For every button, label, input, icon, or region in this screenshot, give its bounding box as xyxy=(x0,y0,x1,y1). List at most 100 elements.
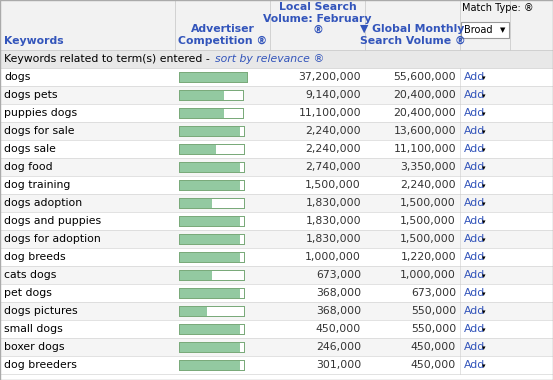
Text: ▾: ▾ xyxy=(482,309,486,315)
Bar xyxy=(179,71,247,82)
Text: 55,600,000: 55,600,000 xyxy=(393,72,456,82)
Bar xyxy=(0,212,553,230)
Text: 673,000: 673,000 xyxy=(316,270,361,280)
Text: ▾: ▾ xyxy=(482,219,486,225)
Text: Add: Add xyxy=(464,306,485,316)
Text: Add: Add xyxy=(464,126,485,136)
Bar xyxy=(179,342,240,352)
Bar xyxy=(461,22,509,38)
Text: 673,000: 673,000 xyxy=(411,288,456,298)
Bar xyxy=(179,215,244,226)
Text: dogs adoption: dogs adoption xyxy=(4,198,82,208)
Text: 1,000,000: 1,000,000 xyxy=(305,252,361,262)
Text: ▾: ▾ xyxy=(482,129,486,135)
Text: dogs sale: dogs sale xyxy=(4,144,56,154)
Bar xyxy=(179,324,240,334)
Bar xyxy=(179,108,243,119)
Bar xyxy=(179,269,244,280)
Bar xyxy=(0,158,553,176)
Bar xyxy=(0,68,553,86)
Text: dogs pictures: dogs pictures xyxy=(4,306,77,316)
Bar xyxy=(179,144,216,154)
Bar xyxy=(179,288,240,298)
Text: 301,000: 301,000 xyxy=(316,360,361,370)
Text: Add: Add xyxy=(464,216,485,226)
Bar xyxy=(0,338,553,356)
Bar xyxy=(0,0,553,50)
Bar xyxy=(179,359,240,370)
Text: ▾: ▾ xyxy=(482,111,486,117)
Bar xyxy=(179,215,240,226)
Bar xyxy=(179,126,244,136)
Text: dog food: dog food xyxy=(4,162,53,172)
Bar xyxy=(0,104,553,122)
Text: sort by relevance: sort by relevance xyxy=(215,54,310,64)
Text: ▾: ▾ xyxy=(482,345,486,351)
Text: Add: Add xyxy=(464,270,485,280)
Bar xyxy=(179,252,244,263)
Bar xyxy=(179,234,240,244)
Text: Keywords related to term(s) entered -: Keywords related to term(s) entered - xyxy=(4,54,213,64)
Bar xyxy=(179,198,212,208)
Text: 13,600,000: 13,600,000 xyxy=(393,126,456,136)
Bar xyxy=(179,90,243,100)
Bar xyxy=(0,50,553,68)
Bar xyxy=(0,122,553,140)
Text: 550,000: 550,000 xyxy=(411,324,456,334)
Text: Add: Add xyxy=(464,144,485,154)
Bar xyxy=(179,90,224,100)
Text: 1,830,000: 1,830,000 xyxy=(305,234,361,244)
Text: 246,000: 246,000 xyxy=(316,342,361,352)
Bar xyxy=(179,198,244,208)
Bar xyxy=(0,320,553,338)
Bar xyxy=(0,248,553,266)
Bar xyxy=(0,86,553,104)
Text: 450,000: 450,000 xyxy=(316,324,361,334)
Text: ▾: ▾ xyxy=(482,93,486,99)
Bar xyxy=(179,126,240,136)
Text: 20,400,000: 20,400,000 xyxy=(393,90,456,100)
Text: Add: Add xyxy=(464,234,485,244)
Text: 3,350,000: 3,350,000 xyxy=(400,162,456,172)
Text: ▼: ▼ xyxy=(500,27,505,33)
Text: 37,200,000: 37,200,000 xyxy=(299,72,361,82)
Bar xyxy=(179,252,240,263)
Text: Broad: Broad xyxy=(464,25,493,35)
Text: 11,100,000: 11,100,000 xyxy=(299,108,361,118)
Text: Add: Add xyxy=(464,180,485,190)
Bar xyxy=(179,180,244,190)
Text: 450,000: 450,000 xyxy=(411,342,456,352)
Bar xyxy=(179,324,244,334)
Text: 2,740,000: 2,740,000 xyxy=(305,162,361,172)
Text: boxer dogs: boxer dogs xyxy=(4,342,65,352)
Text: 1,500,000: 1,500,000 xyxy=(400,198,456,208)
Text: 550,000: 550,000 xyxy=(411,306,456,316)
Bar xyxy=(179,126,244,136)
Bar xyxy=(179,162,244,173)
Text: cats dogs: cats dogs xyxy=(4,270,56,280)
Text: Add: Add xyxy=(464,198,485,208)
Bar xyxy=(179,234,244,244)
Text: 2,240,000: 2,240,000 xyxy=(305,126,361,136)
Text: 1,500,000: 1,500,000 xyxy=(305,180,361,190)
Text: ▾: ▾ xyxy=(482,237,486,243)
Text: Add: Add xyxy=(464,162,485,172)
Bar xyxy=(0,302,553,320)
Text: Add: Add xyxy=(464,90,485,100)
Text: pet dogs: pet dogs xyxy=(4,288,52,298)
Bar xyxy=(0,176,553,194)
Text: puppies dogs: puppies dogs xyxy=(4,108,77,118)
Text: ▾: ▾ xyxy=(482,147,486,153)
Text: ▾: ▾ xyxy=(482,327,486,333)
Text: Match Type: ®: Match Type: ® xyxy=(462,3,534,13)
Bar xyxy=(179,108,243,119)
Text: ®: ® xyxy=(310,54,325,64)
Text: 368,000: 368,000 xyxy=(316,306,361,316)
Text: ▾: ▾ xyxy=(482,201,486,207)
Text: 20,400,000: 20,400,000 xyxy=(393,108,456,118)
Text: 1,000,000: 1,000,000 xyxy=(400,270,456,280)
Text: Add: Add xyxy=(464,360,485,370)
Text: small dogs: small dogs xyxy=(4,324,62,334)
Bar xyxy=(0,356,553,374)
Bar xyxy=(179,306,244,317)
